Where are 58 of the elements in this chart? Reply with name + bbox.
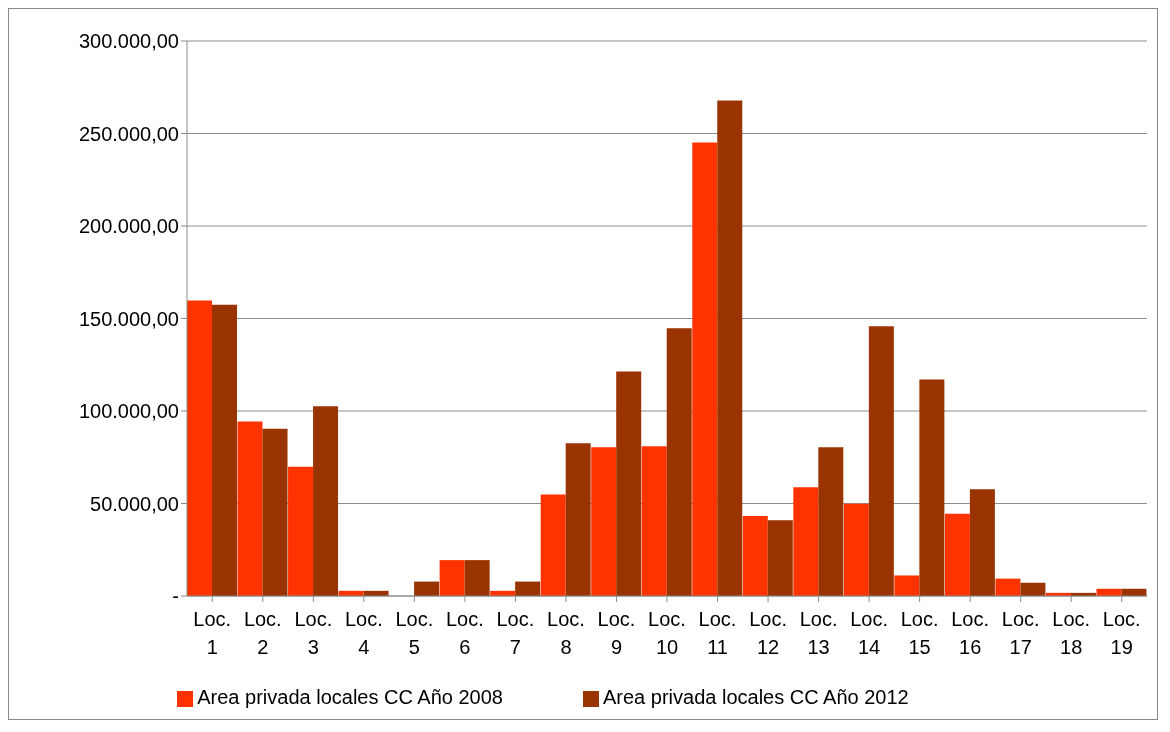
bar	[515, 581, 541, 596]
bar	[818, 447, 844, 596]
bar	[540, 494, 566, 596]
x-tick-label: Loc. 18	[1052, 608, 1091, 658]
bar	[843, 503, 869, 596]
bar	[894, 575, 920, 596]
bar	[591, 447, 617, 596]
x-tick-label: Loc. 12	[749, 608, 787, 658]
x-tick-label: Loc. 2	[243, 608, 282, 658]
legend-label: Area privada locales CC Año 2012	[603, 686, 909, 708]
y-tick-label: 100.000,00	[78, 400, 179, 423]
bar	[616, 371, 642, 596]
x-tick-label: Loc. 19	[1102, 608, 1141, 658]
x-tick-label: Loc. 5	[395, 608, 434, 658]
bar	[793, 487, 819, 596]
bar	[995, 578, 1021, 596]
bar	[212, 304, 237, 596]
y-tick-label: 50.000,00	[90, 492, 179, 515]
x-tick-label: Loc. 6	[445, 608, 484, 658]
bar	[439, 560, 465, 596]
bar	[414, 581, 440, 596]
y-tick-label: 200.000,00	[78, 215, 179, 238]
bar	[767, 520, 793, 596]
bar	[666, 328, 692, 596]
x-tick-label: Loc. 10	[648, 608, 686, 658]
legend-label: Area privada locales CC Año 2008	[197, 686, 503, 708]
x-tick-label: Loc. 16	[951, 608, 990, 658]
bar	[717, 100, 743, 596]
x-tick-label: Loc. 8	[547, 608, 585, 658]
bar	[237, 421, 263, 596]
bar	[944, 513, 970, 596]
x-tick-label: Loc. 4	[344, 608, 383, 658]
x-tick-label: Loc. 9	[597, 608, 636, 658]
bar	[313, 406, 339, 596]
y-tick-label: -	[172, 585, 179, 608]
bar	[187, 300, 212, 596]
x-tick-label: Loc. 14	[850, 608, 889, 658]
bar	[262, 428, 288, 596]
x-tick-label: Loc. 17	[1001, 608, 1040, 658]
y-tick-label: 150.000,00	[78, 307, 179, 330]
x-tick-label: Loc. 1	[193, 608, 232, 658]
x-tick-label: Loc. 7	[496, 608, 535, 658]
bar	[742, 515, 768, 596]
bar	[288, 466, 314, 596]
x-tick-label: Loc. 13	[799, 608, 838, 658]
bar	[969, 489, 995, 596]
x-tick-label: Loc. 11	[698, 608, 737, 658]
bar	[868, 326, 894, 596]
bar	[919, 379, 945, 596]
x-tick-label: Loc. 15	[900, 608, 939, 658]
y-tick-label: 300.000,00	[78, 30, 179, 53]
bar	[464, 560, 490, 596]
y-tick-label: 250.000,00	[78, 122, 179, 145]
x-tick-label: Loc. 3	[294, 608, 333, 658]
bar	[1020, 582, 1046, 596]
bar	[641, 446, 667, 596]
bar	[565, 443, 591, 596]
bar	[692, 142, 718, 596]
